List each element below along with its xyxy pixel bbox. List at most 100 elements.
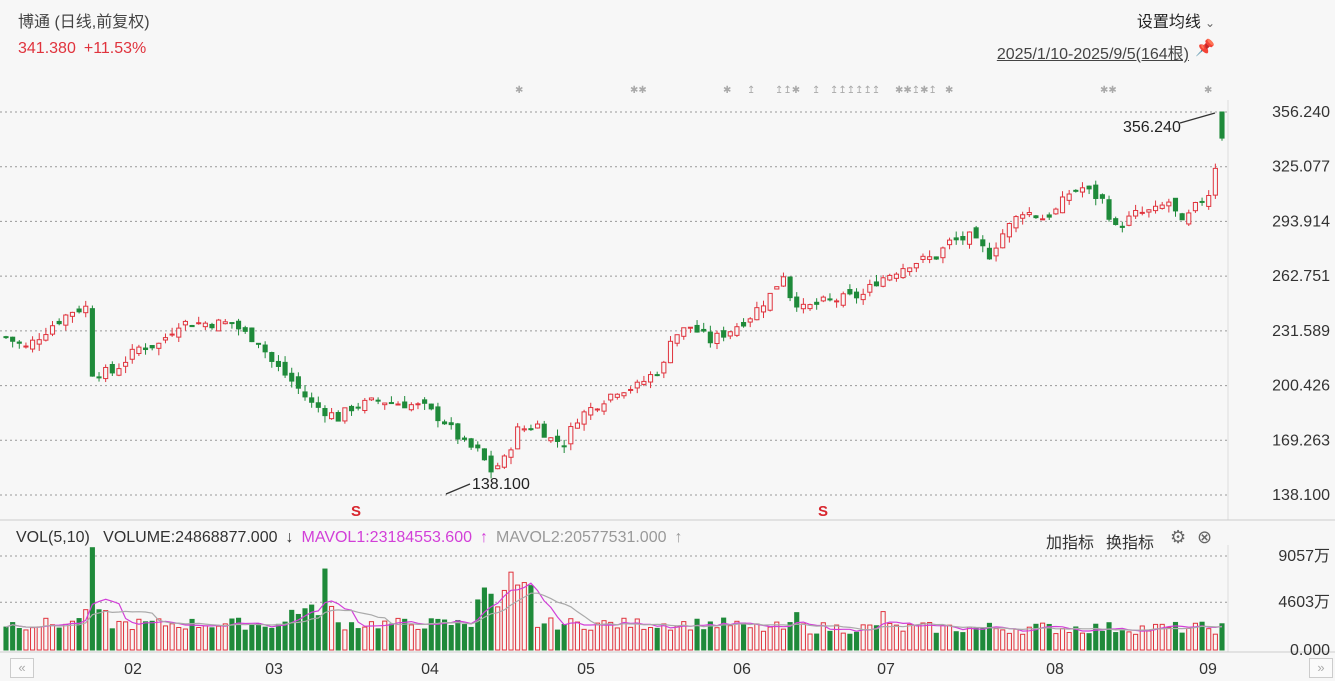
volume-bar <box>701 629 707 651</box>
volume-bar <box>1106 622 1112 651</box>
candle <box>628 388 634 391</box>
volume-bar <box>422 628 428 651</box>
pin-icon[interactable]: 📌 <box>1195 40 1215 57</box>
volume-bar <box>568 618 574 651</box>
volume-bar <box>375 628 381 651</box>
vol-label: VOL(5,10) <box>16 529 90 546</box>
volume-bar <box>202 625 208 651</box>
volume-bar <box>109 628 115 651</box>
event-marker-icon: ✱ <box>515 85 523 96</box>
sell-marker: S <box>818 503 828 520</box>
candle <box>1046 214 1052 218</box>
volume-bar <box>561 624 567 651</box>
candle <box>182 320 188 326</box>
candle <box>741 322 747 327</box>
volume-bar <box>767 626 773 651</box>
volume-header: VOL(5,10) VOLUME:24868877.000 ↓ MAVOL1:231… <box>16 529 691 547</box>
volume-bar <box>1093 623 1099 651</box>
date-tick-label: 07 <box>877 661 895 678</box>
volume-bar <box>807 633 813 651</box>
candle <box>913 262 919 269</box>
candle <box>375 399 381 402</box>
volume-bar <box>760 630 767 651</box>
candle <box>780 276 787 287</box>
gear-icon[interactable]: ⚙ <box>1170 527 1187 547</box>
volume-bar <box>488 593 494 651</box>
volume-bar <box>594 622 600 651</box>
date-tick-label: 09 <box>1199 661 1217 678</box>
candle <box>820 296 826 302</box>
volume-bar <box>847 633 853 651</box>
volume-bar <box>428 618 434 651</box>
candle <box>614 393 620 398</box>
candle <box>96 376 102 379</box>
volume-bar <box>309 604 315 651</box>
candle <box>1059 196 1066 214</box>
candle <box>953 237 959 241</box>
candle <box>43 334 49 341</box>
switch-indicator-button[interactable]: 换指标 <box>1106 535 1155 552</box>
volume-bar <box>634 618 640 651</box>
volume-bar <box>176 626 182 651</box>
volume-bar <box>382 620 388 651</box>
candle <box>840 293 846 306</box>
scroll-left-button[interactable]: « <box>10 658 34 678</box>
candle <box>275 360 281 367</box>
candle <box>641 380 647 385</box>
event-marker-icon: ↥↥✱ <box>775 85 800 96</box>
candle <box>588 407 594 416</box>
volume-bar <box>142 621 149 651</box>
volume-bar <box>647 627 654 651</box>
close-icon[interactable]: ⊗ <box>1197 527 1213 547</box>
volume-bar <box>395 617 401 651</box>
candle <box>488 455 494 473</box>
candle <box>1066 193 1072 201</box>
volume-bar <box>1199 621 1205 651</box>
volume-bar <box>76 618 82 651</box>
candle <box>681 327 687 337</box>
date-range-link[interactable]: 2025/1/10-2025/9/5(164根) <box>996 46 1189 63</box>
volume-bar <box>628 626 634 651</box>
candle <box>342 407 348 422</box>
candle <box>528 428 534 431</box>
volume-bar <box>867 624 873 651</box>
candle <box>980 239 986 247</box>
candle <box>249 327 255 343</box>
candle <box>69 311 76 317</box>
add-indicator-button[interactable]: 加指标 <box>1046 535 1095 552</box>
volume-bar <box>1053 633 1059 651</box>
candle <box>475 444 481 449</box>
mavol2-value: MAVOL2:20577531.000 <box>496 529 667 546</box>
candle <box>1139 211 1145 214</box>
candle <box>1219 111 1225 139</box>
candle <box>422 399 428 404</box>
candle <box>435 406 441 422</box>
volume-bar <box>149 620 155 651</box>
candle <box>1006 223 1012 238</box>
candle <box>176 327 182 338</box>
volume-bar <box>1159 623 1165 651</box>
volume-bar <box>222 623 228 651</box>
volume-bar <box>329 605 335 651</box>
price-tick-label: 169.263 <box>1272 432 1330 449</box>
date-tick-label: 02 <box>124 661 142 678</box>
ma-settings-button[interactable]: 设置均线 ⌄ <box>1137 8 1215 32</box>
price-tick-label: 200.426 <box>1272 378 1330 395</box>
volume-bar <box>834 624 840 651</box>
volume-bar <box>721 617 727 651</box>
volume-bar <box>747 627 753 651</box>
price-change: +11.53% <box>83 40 147 57</box>
volume-bar <box>129 629 135 651</box>
scroll-right-button[interactable]: » <box>1309 658 1333 678</box>
volume-bar <box>927 622 933 651</box>
volume-bar <box>1146 630 1152 651</box>
volume-bar <box>1186 627 1192 651</box>
candle <box>933 256 939 260</box>
volume-bar <box>448 625 454 651</box>
candle <box>647 374 654 383</box>
volume-bar <box>608 621 614 651</box>
volume-bar <box>913 624 919 651</box>
volume-bar <box>508 571 514 651</box>
event-markers: ✱ ✱✱ ✱ ↥ ↥↥✱ ↥ ↥↥↥↥↥↥ ✱✱↥✱↥ ✱ ✱✱ ✱ <box>515 85 1212 96</box>
candle <box>329 412 335 420</box>
